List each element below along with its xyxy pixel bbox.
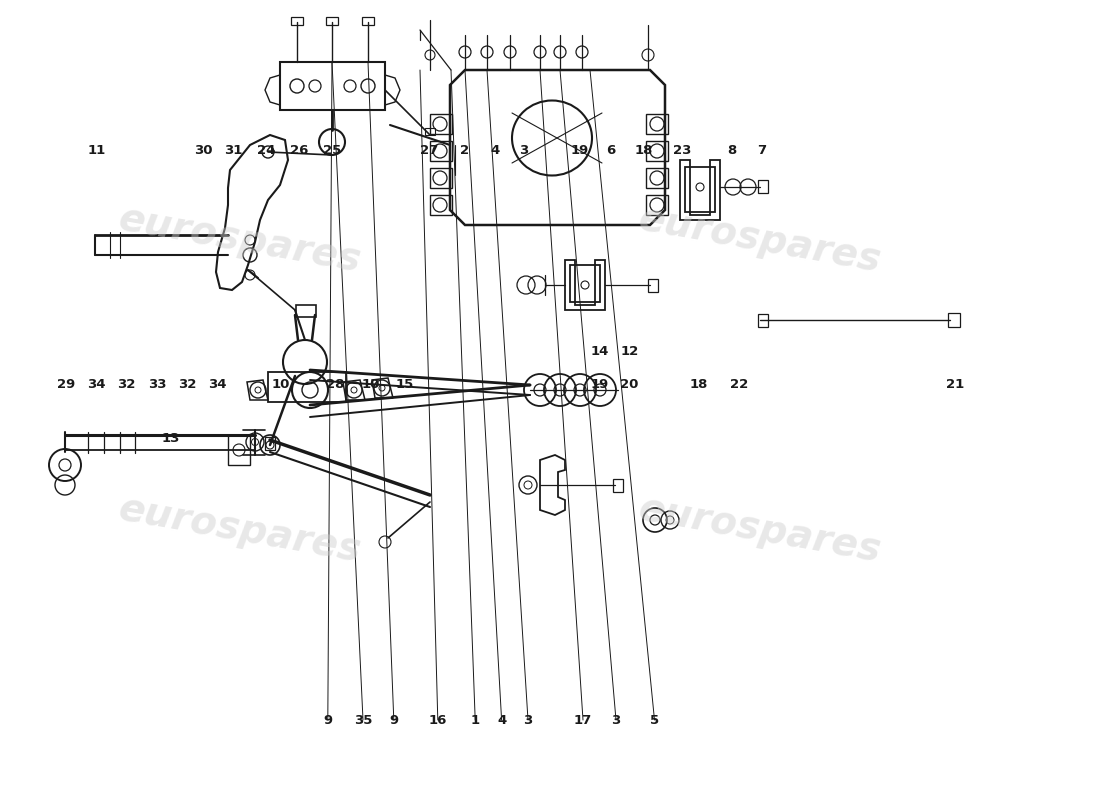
Text: 4: 4 xyxy=(491,144,499,157)
Text: 23: 23 xyxy=(673,144,691,157)
Text: 15: 15 xyxy=(396,378,414,390)
Bar xyxy=(685,167,715,212)
Text: eurospares: eurospares xyxy=(116,200,364,280)
Bar xyxy=(268,372,346,402)
Text: eurospares: eurospares xyxy=(636,200,884,280)
Text: 14: 14 xyxy=(591,346,608,358)
Text: 31: 31 xyxy=(224,144,242,157)
Text: 32: 32 xyxy=(178,378,196,390)
Text: 18: 18 xyxy=(690,378,707,390)
Text: 3: 3 xyxy=(519,144,528,157)
Bar xyxy=(758,314,768,327)
Bar xyxy=(648,279,658,292)
Bar xyxy=(326,17,338,25)
Bar xyxy=(362,17,374,25)
Text: 18: 18 xyxy=(635,144,652,157)
Bar xyxy=(646,114,668,134)
Bar xyxy=(430,168,452,188)
Text: 28: 28 xyxy=(327,378,344,390)
Bar xyxy=(425,128,435,135)
Text: 7: 7 xyxy=(757,144,766,157)
Text: 34: 34 xyxy=(88,378,106,390)
Bar xyxy=(280,62,385,110)
Bar xyxy=(570,265,600,302)
Text: 10: 10 xyxy=(362,378,380,390)
Text: 34: 34 xyxy=(209,378,227,390)
Bar xyxy=(228,435,250,465)
Text: eurospares: eurospares xyxy=(116,490,364,570)
Text: 6: 6 xyxy=(606,144,615,157)
Text: 26: 26 xyxy=(290,144,308,157)
Text: 17: 17 xyxy=(574,714,592,726)
Text: 19: 19 xyxy=(571,144,588,157)
Text: 3: 3 xyxy=(612,714,620,726)
Text: 33: 33 xyxy=(148,378,166,390)
Bar xyxy=(430,141,452,161)
Bar xyxy=(292,17,302,25)
Text: 30: 30 xyxy=(195,144,212,157)
Bar xyxy=(758,180,768,193)
Text: 10: 10 xyxy=(272,378,289,390)
Text: 27: 27 xyxy=(420,144,438,157)
Text: 9: 9 xyxy=(323,714,332,726)
Bar xyxy=(948,313,960,327)
Text: 35: 35 xyxy=(354,714,372,726)
Bar xyxy=(296,305,316,317)
Text: 22: 22 xyxy=(730,378,748,390)
Text: 25: 25 xyxy=(323,144,341,157)
Bar xyxy=(646,195,668,215)
Bar xyxy=(430,114,452,134)
Text: 16: 16 xyxy=(429,714,447,726)
Text: 20: 20 xyxy=(620,378,638,390)
Text: 1: 1 xyxy=(471,714,480,726)
Bar xyxy=(613,479,623,492)
Text: 24: 24 xyxy=(257,144,275,157)
Text: 5: 5 xyxy=(650,714,659,726)
Text: 11: 11 xyxy=(88,144,106,157)
Text: 13: 13 xyxy=(162,432,179,445)
Text: 12: 12 xyxy=(620,346,638,358)
Text: 8: 8 xyxy=(727,144,736,157)
Text: 19: 19 xyxy=(591,378,608,390)
Bar xyxy=(430,195,452,215)
Text: 21: 21 xyxy=(946,378,964,390)
Bar xyxy=(646,141,668,161)
Text: 32: 32 xyxy=(118,378,135,390)
Text: 9: 9 xyxy=(389,714,398,726)
Bar xyxy=(265,437,275,450)
Text: 3: 3 xyxy=(524,714,532,726)
Text: 29: 29 xyxy=(57,378,75,390)
Text: 4: 4 xyxy=(497,714,506,726)
Text: 2: 2 xyxy=(460,144,469,157)
Text: eurospares: eurospares xyxy=(636,490,884,570)
Bar xyxy=(646,168,668,188)
